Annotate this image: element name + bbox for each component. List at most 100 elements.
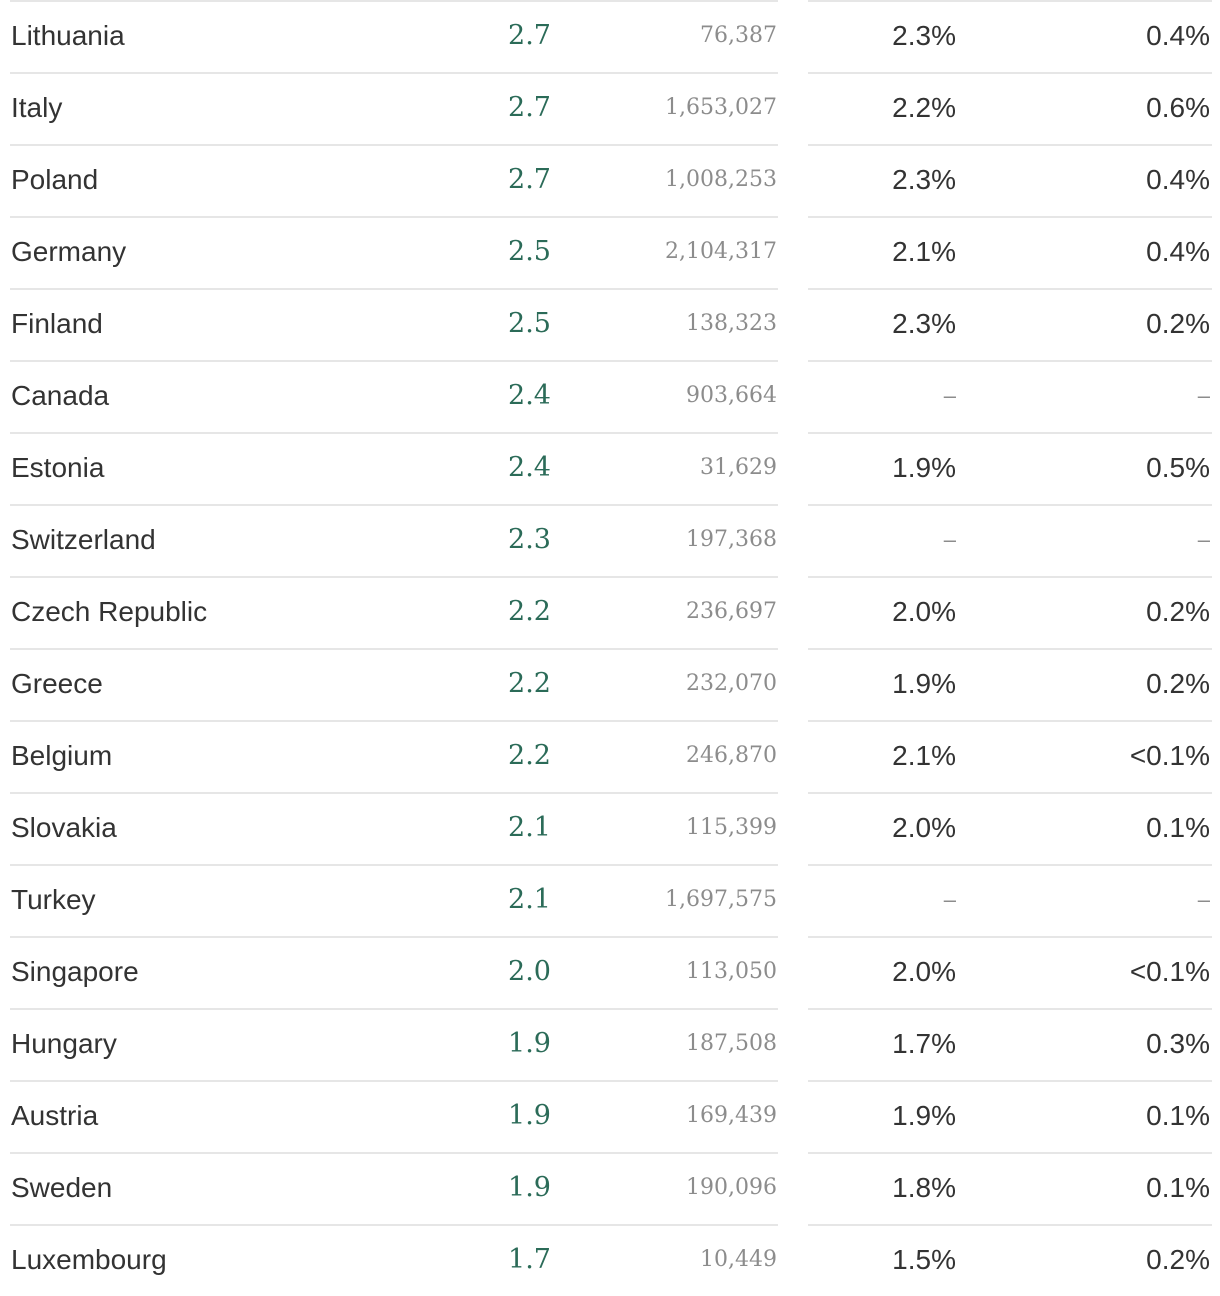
percent-value-1: –	[943, 887, 956, 912]
table-row: Czech Republic 2.2 236,697 2.0% 0.2%	[0, 576, 1220, 648]
row-divider	[808, 792, 1212, 794]
country-name: Sweden	[11, 1172, 113, 1203]
cases-value: 76,387	[700, 23, 777, 48]
row-divider	[10, 432, 778, 434]
cases-value: 169,439	[686, 1103, 777, 1128]
rate-value: 2.4	[508, 452, 551, 483]
row-divider	[10, 864, 778, 866]
row-divider	[10, 720, 778, 722]
row-divider	[10, 648, 778, 650]
percent-value-2: 0.3%	[1146, 1028, 1210, 1059]
row-divider	[10, 1152, 778, 1154]
rate-value: 2.7	[508, 164, 551, 195]
country-name: Greece	[11, 668, 103, 699]
rate-value: 1.9	[508, 1172, 551, 1203]
rate-value: 2.4	[508, 380, 551, 411]
cases-value: 236,697	[686, 599, 777, 624]
row-divider	[808, 1080, 1212, 1082]
cases-value: 232,070	[686, 671, 777, 696]
percent-value-2: 0.2%	[1146, 668, 1210, 699]
rate-value: 1.9	[508, 1100, 551, 1131]
row-divider	[808, 216, 1212, 218]
table-row: Finland 2.5 138,323 2.3% 0.2%	[0, 288, 1220, 360]
table-row: Switzerland 2.3 197,368 – –	[0, 504, 1220, 576]
table-row: Turkey 2.1 1,697,575 – –	[0, 864, 1220, 936]
percent-value-1: 2.2%	[892, 92, 956, 123]
cases-value: 903,664	[686, 383, 777, 408]
country-name: Lithuania	[11, 20, 125, 51]
row-divider	[808, 1224, 1212, 1226]
country-name: Czech Republic	[11, 596, 208, 627]
table-row: Estonia 2.4 31,629 1.9% 0.5%	[0, 432, 1220, 504]
percent-value-1: 2.1%	[892, 236, 956, 267]
row-divider	[808, 0, 1212, 2]
percent-value-2: 0.2%	[1146, 1244, 1210, 1275]
table-row: Luxembourg 1.7 10,449 1.5% 0.2%	[0, 1224, 1220, 1296]
country-name: Switzerland	[11, 524, 156, 555]
country-name: Italy	[11, 92, 63, 123]
row-divider	[808, 576, 1212, 578]
percent-value-2: 0.4%	[1146, 20, 1210, 51]
country-name: Germany	[11, 236, 127, 267]
percent-value-1: 1.9%	[892, 452, 956, 483]
percent-value-2: 0.5%	[1146, 452, 1210, 483]
table-row: Austria 1.9 169,439 1.9% 0.1%	[0, 1080, 1220, 1152]
cases-value: 10,449	[700, 1247, 777, 1272]
row-divider	[808, 504, 1212, 506]
rate-value: 2.7	[508, 92, 551, 123]
country-name: Canada	[11, 380, 110, 411]
country-name: Estonia	[11, 452, 105, 483]
row-divider	[10, 936, 778, 938]
cases-value: 190,096	[686, 1175, 777, 1200]
table-row: Sweden 1.9 190,096 1.8% 0.1%	[0, 1152, 1220, 1224]
cases-value: 246,870	[686, 743, 777, 768]
row-divider	[808, 864, 1212, 866]
row-divider	[10, 1224, 778, 1226]
table-row: Poland 2.7 1,008,253 2.3% 0.4%	[0, 144, 1220, 216]
cases-value: 1,008,253	[665, 167, 777, 192]
row-divider	[808, 288, 1212, 290]
percent-value-1: 2.1%	[892, 740, 956, 771]
percent-value-1: –	[943, 383, 956, 408]
cases-value: 31,629	[700, 455, 777, 480]
row-divider	[10, 1080, 778, 1082]
rate-value: 2.7	[508, 20, 551, 51]
cases-value: 187,508	[686, 1031, 777, 1056]
row-divider	[808, 936, 1212, 938]
row-divider	[10, 0, 778, 2]
rate-value: 2.1	[508, 884, 551, 915]
percent-value-1: 1.9%	[892, 1100, 956, 1131]
row-divider	[10, 72, 778, 74]
percent-value-2: <0.1%	[1129, 956, 1210, 987]
table-row: Singapore 2.0 113,050 2.0% <0.1%	[0, 936, 1220, 1008]
percent-value-2: 0.1%	[1146, 812, 1210, 843]
percent-value-2: –	[1197, 383, 1210, 408]
percent-value-1: 1.8%	[892, 1172, 956, 1203]
rate-value: 2.2	[508, 740, 551, 771]
row-divider	[808, 648, 1212, 650]
percent-value-1: 2.3%	[892, 308, 956, 339]
rate-value: 2.2	[508, 668, 551, 699]
percent-value-2: <0.1%	[1129, 740, 1210, 771]
cases-value: 138,323	[686, 311, 777, 336]
country-name: Slovakia	[11, 812, 117, 843]
percent-value-1: 2.0%	[892, 812, 956, 843]
rate-value: 1.7	[508, 1244, 551, 1275]
percent-value-1: 1.5%	[892, 1244, 956, 1275]
country-name: Luxembourg	[11, 1244, 167, 1275]
percent-value-2: –	[1197, 887, 1210, 912]
rate-value: 2.5	[508, 308, 551, 339]
row-divider	[10, 576, 778, 578]
table-row: Germany 2.5 2,104,317 2.1% 0.4%	[0, 216, 1220, 288]
cases-value: 113,050	[686, 959, 777, 984]
percent-value-2: 0.1%	[1146, 1172, 1210, 1203]
rate-value: 2.0	[508, 956, 551, 987]
percent-value-2: 0.6%	[1146, 92, 1210, 123]
country-name: Turkey	[11, 884, 96, 915]
country-name: Finland	[11, 308, 103, 339]
percent-value-2: 0.4%	[1146, 236, 1210, 267]
percent-value-2: 0.2%	[1146, 596, 1210, 627]
percent-value-1: –	[943, 527, 956, 552]
row-divider	[10, 792, 778, 794]
